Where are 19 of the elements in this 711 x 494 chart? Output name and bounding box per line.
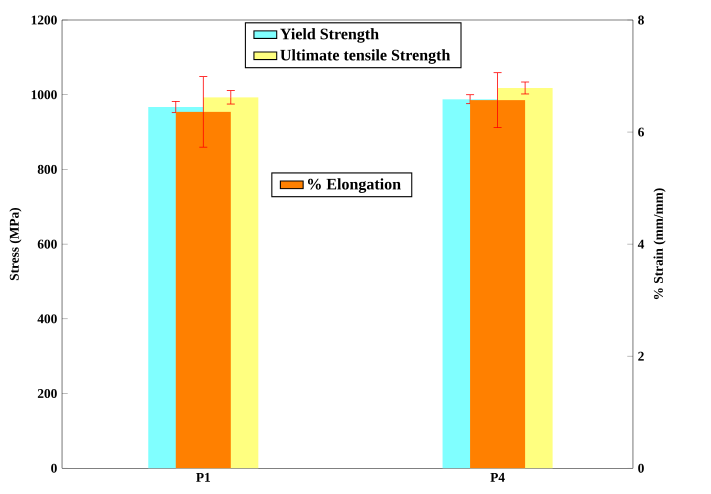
y2-axis-title: % Strain (mm/mm) [653, 188, 666, 300]
legend-label: Yield Strength [280, 28, 379, 43]
legend-label: Ultimate tensile Strength [280, 49, 450, 64]
y2-tick-label: 6 [638, 128, 644, 137]
y-tick-label: 400 [37, 314, 57, 324]
y2-tick-label: 8 [638, 16, 644, 25]
legend-label: % Elongation [308, 178, 401, 194]
y-axis-title: Stress (MPa) [9, 208, 22, 280]
x-tick-label: P1 [196, 473, 210, 482]
y-tick-label: 200 [38, 389, 57, 398]
y-tick-label: 600 [38, 240, 57, 249]
y-tick-label: 0 [51, 464, 57, 473]
y-tick-label: 1200 [32, 16, 57, 25]
y-tick-label: 1000 [32, 90, 57, 100]
y2-tick-label: 2 [638, 352, 644, 361]
y2-tick-label: 4 [638, 240, 644, 249]
y-tick-label: 800 [38, 165, 57, 174]
y2-tick-label: 0 [638, 464, 644, 473]
x-tick-label: P4 [490, 473, 505, 482]
